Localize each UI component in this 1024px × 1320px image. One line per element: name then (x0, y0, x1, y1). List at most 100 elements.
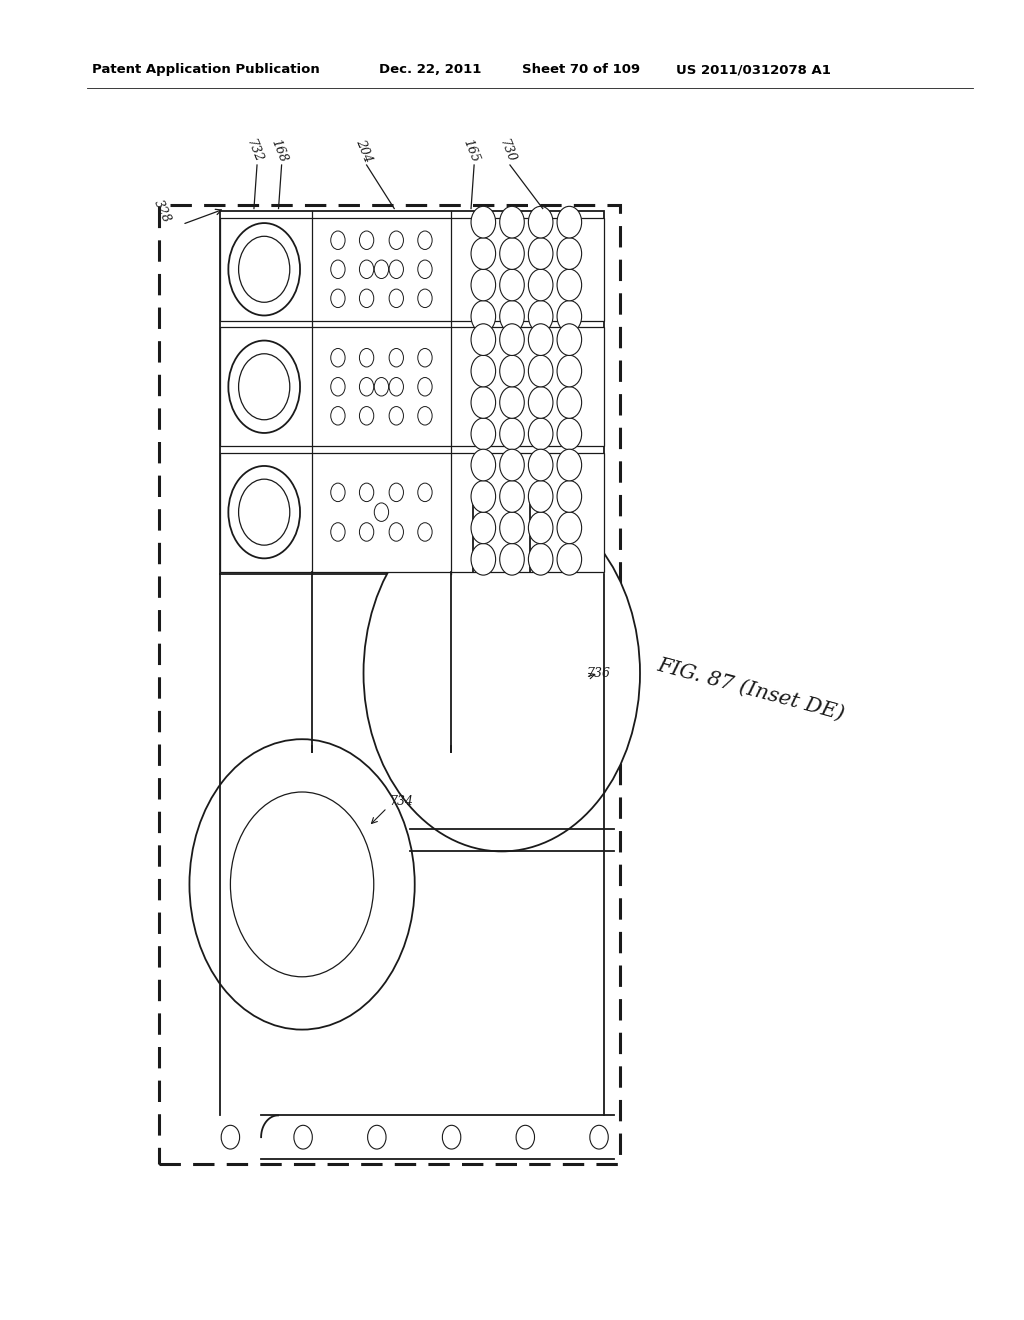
Text: Dec. 22, 2011: Dec. 22, 2011 (379, 63, 481, 77)
Text: 168: 168 (268, 137, 289, 164)
Text: FIG. 87 (Inset DE): FIG. 87 (Inset DE) (655, 655, 847, 723)
Circle shape (471, 355, 496, 387)
Circle shape (557, 238, 582, 269)
Circle shape (557, 512, 582, 544)
Circle shape (471, 323, 496, 355)
Circle shape (528, 355, 553, 387)
Circle shape (471, 387, 496, 418)
Circle shape (557, 323, 582, 355)
Circle shape (418, 483, 432, 502)
Circle shape (557, 544, 582, 576)
Circle shape (500, 418, 524, 450)
Text: 736: 736 (587, 667, 610, 680)
Circle shape (389, 289, 403, 308)
Circle shape (331, 348, 345, 367)
Circle shape (418, 289, 432, 308)
Circle shape (442, 1125, 461, 1148)
Circle shape (359, 289, 374, 308)
Text: 328: 328 (151, 198, 173, 224)
Circle shape (500, 449, 524, 480)
Circle shape (557, 206, 582, 238)
Circle shape (368, 1125, 386, 1148)
Circle shape (500, 512, 524, 544)
Circle shape (418, 348, 432, 367)
Circle shape (331, 523, 345, 541)
Circle shape (590, 1125, 608, 1148)
Circle shape (528, 238, 553, 269)
Circle shape (528, 480, 553, 512)
Circle shape (359, 260, 374, 279)
Circle shape (528, 544, 553, 576)
Circle shape (471, 269, 496, 301)
Circle shape (471, 512, 496, 544)
Circle shape (500, 480, 524, 512)
Circle shape (389, 483, 403, 502)
Circle shape (359, 483, 374, 502)
Circle shape (359, 407, 374, 425)
Circle shape (471, 238, 496, 269)
Circle shape (239, 479, 290, 545)
Circle shape (528, 387, 553, 418)
Circle shape (389, 348, 403, 367)
Circle shape (375, 378, 389, 396)
Circle shape (500, 206, 524, 238)
Circle shape (418, 231, 432, 249)
Circle shape (471, 418, 496, 450)
Circle shape (331, 289, 345, 308)
Circle shape (331, 407, 345, 425)
Bar (220, 453, 604, 572)
Circle shape (418, 260, 432, 279)
Text: US 2011/0312078 A1: US 2011/0312078 A1 (676, 63, 830, 77)
Circle shape (528, 301, 553, 333)
Circle shape (331, 483, 345, 502)
Circle shape (359, 378, 374, 396)
Circle shape (500, 387, 524, 418)
Bar (159, 205, 620, 1164)
Circle shape (375, 260, 389, 279)
Circle shape (389, 523, 403, 541)
Circle shape (189, 739, 415, 1030)
Circle shape (239, 354, 290, 420)
Circle shape (557, 418, 582, 450)
Circle shape (230, 792, 374, 977)
Circle shape (528, 449, 553, 480)
Circle shape (528, 512, 553, 544)
Circle shape (331, 260, 345, 279)
Text: Patent Application Publication: Patent Application Publication (92, 63, 319, 77)
Circle shape (228, 223, 300, 315)
Circle shape (471, 544, 496, 576)
Circle shape (528, 323, 553, 355)
Circle shape (557, 449, 582, 480)
Circle shape (364, 495, 640, 851)
Circle shape (294, 1125, 312, 1148)
Text: 165: 165 (461, 137, 481, 164)
Circle shape (389, 231, 403, 249)
Circle shape (389, 378, 403, 396)
Circle shape (359, 348, 374, 367)
Circle shape (375, 503, 389, 521)
Circle shape (471, 449, 496, 480)
Circle shape (389, 260, 403, 279)
Circle shape (557, 301, 582, 333)
Circle shape (557, 269, 582, 301)
Text: 204: 204 (353, 137, 374, 164)
Circle shape (389, 407, 403, 425)
Circle shape (516, 1125, 535, 1148)
Circle shape (528, 269, 553, 301)
Circle shape (221, 1125, 240, 1148)
Bar (220, 327, 604, 446)
Circle shape (557, 480, 582, 512)
Circle shape (331, 231, 345, 249)
Circle shape (557, 387, 582, 418)
Circle shape (228, 466, 300, 558)
Circle shape (500, 355, 524, 387)
Text: 730: 730 (497, 137, 517, 164)
Circle shape (471, 206, 496, 238)
Bar (220, 218, 604, 321)
Circle shape (228, 341, 300, 433)
Circle shape (418, 523, 432, 541)
Circle shape (331, 378, 345, 396)
Circle shape (500, 269, 524, 301)
Circle shape (418, 378, 432, 396)
Text: 734: 734 (389, 795, 413, 808)
